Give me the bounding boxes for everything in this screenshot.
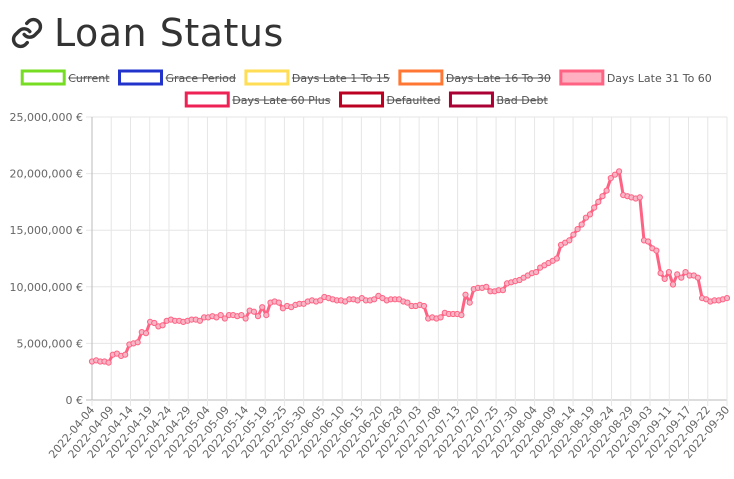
data-point[interactable]	[254, 313, 262, 320]
data-point[interactable]	[586, 211, 594, 218]
data-point[interactable]	[221, 315, 228, 322]
legend-swatch	[559, 69, 605, 86]
data-point[interactable]	[570, 231, 577, 238]
data-point[interactable]	[275, 299, 282, 306]
data-point[interactable]	[499, 287, 506, 294]
data-point[interactable]	[420, 302, 428, 310]
page-title: Loan Status	[54, 11, 284, 55]
data-point[interactable]	[159, 322, 166, 329]
y-tick-label: 25,000,000 €	[10, 111, 83, 124]
legend-swatch	[244, 69, 290, 86]
data-point[interactable]	[466, 299, 473, 306]
data-point[interactable]	[674, 271, 681, 278]
data-point[interactable]	[134, 339, 141, 346]
data-point[interactable]	[437, 314, 444, 321]
y-tick-label: 0 €	[66, 394, 84, 407]
data-point[interactable]	[723, 295, 731, 302]
data-point[interactable]	[591, 204, 598, 211]
legend-label: Days Late 31 To 60	[607, 72, 712, 85]
y-axis: 0 € 5,000,000 € 10,000,000 € 15,000,000 € 20…	[10, 111, 93, 407]
data-point[interactable]	[566, 237, 573, 244]
data-point[interactable]	[483, 283, 490, 290]
legend-item[interactable]: Defaulted	[339, 91, 441, 108]
legend-item[interactable]: Bad Debt	[448, 91, 548, 108]
data-point[interactable]	[653, 247, 660, 254]
data-point[interactable]	[533, 269, 540, 276]
legend-swatch	[184, 91, 230, 108]
legend-item[interactable]: Days Late 1 To 15	[244, 69, 390, 86]
legend-swatch	[398, 69, 444, 86]
data-point[interactable]	[678, 274, 685, 281]
legend-item[interactable]: Days Late 16 To 30	[398, 69, 551, 86]
data-point[interactable]	[217, 312, 224, 319]
data-point[interactable]	[371, 296, 378, 303]
data-point[interactable]	[669, 281, 677, 288]
chart-grid	[86, 116, 728, 406]
legend-swatch	[20, 69, 66, 86]
data-point[interactable]	[142, 330, 150, 337]
legend-item[interactable]: Days Late 31 To 60	[559, 69, 712, 86]
page-header: Loan Status	[10, 8, 284, 58]
data-point[interactable]	[657, 270, 664, 277]
y-tick-label: 5,000,000 €	[17, 337, 83, 350]
data-point[interactable]	[645, 238, 652, 245]
data-point[interactable]	[250, 308, 257, 315]
legend-swatch	[448, 91, 494, 108]
chart-series	[88, 168, 731, 366]
data-point[interactable]	[122, 351, 129, 358]
data-point[interactable]	[661, 275, 668, 282]
data-point[interactable]	[105, 359, 112, 366]
data-point[interactable]	[574, 226, 581, 233]
legend-item[interactable]: Current	[20, 69, 110, 86]
legend-swatch	[339, 91, 385, 108]
data-point[interactable]	[582, 214, 590, 221]
y-tick-label: 20,000,000 €	[10, 168, 83, 181]
data-point[interactable]	[578, 221, 585, 228]
data-point[interactable]	[263, 312, 270, 319]
data-point[interactable]	[317, 297, 324, 304]
data-point[interactable]	[259, 304, 266, 311]
data-point[interactable]	[458, 312, 465, 319]
data-point[interactable]	[242, 315, 249, 322]
data-point[interactable]	[616, 168, 623, 175]
data-point[interactable]	[636, 194, 643, 201]
x-axis: 2022-04-042022-04-092022-04-142022-04-19…	[46, 404, 732, 461]
data-point[interactable]	[238, 312, 245, 319]
data-point[interactable]	[694, 274, 702, 281]
y-tick-label: 15,000,000 €	[10, 224, 83, 237]
data-point[interactable]	[553, 255, 560, 262]
data-point[interactable]	[462, 291, 469, 298]
legend-item[interactable]: Days Late 60 Plus	[184, 91, 331, 108]
link-icon[interactable]	[10, 16, 44, 50]
data-point[interactable]	[196, 317, 203, 324]
data-point[interactable]	[151, 319, 158, 327]
chart-legend: Current Grace Period Days Late 1 To 15 Days…	[20, 69, 712, 108]
legend-swatch	[118, 69, 164, 86]
data-point[interactable]	[595, 198, 602, 205]
data-point[interactable]	[599, 193, 606, 200]
y-tick-label: 10,000,000 €	[10, 281, 83, 294]
legend-item[interactable]: Grace Period	[118, 69, 236, 86]
data-point[interactable]	[404, 299, 411, 306]
data-point[interactable]	[603, 187, 610, 194]
data-point[interactable]	[607, 175, 614, 182]
data-point[interactable]	[682, 269, 689, 276]
data-point[interactable]	[665, 269, 673, 276]
data-point[interactable]	[611, 171, 619, 178]
